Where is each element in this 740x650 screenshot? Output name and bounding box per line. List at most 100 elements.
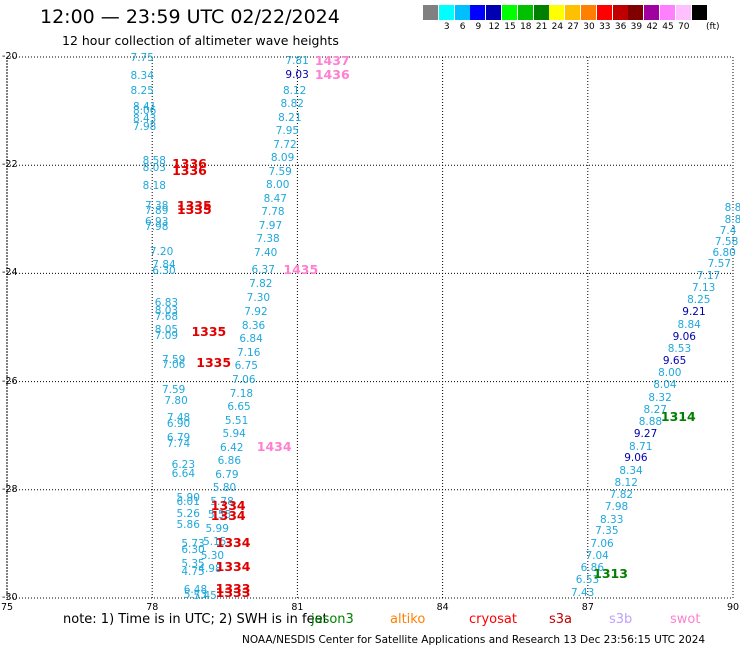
lat-tick-label: -26 <box>2 375 18 387</box>
color-swatch <box>502 5 517 20</box>
wave-height-value: 7.72 <box>273 138 297 151</box>
color-swatch <box>660 5 675 20</box>
wave-height-value: 8.41 <box>132 100 157 113</box>
wave-height-value: 8.04 <box>653 379 677 392</box>
wave-height-value: 7.98 <box>132 121 157 134</box>
wave-height-value: 5.55 <box>207 509 232 522</box>
wave-height-value: 7.43 <box>570 586 595 599</box>
wave-height-value: 5.73 <box>181 537 205 550</box>
wave-height-value: 7.98 <box>145 221 169 234</box>
wave-height-value: 7.82 <box>609 489 634 502</box>
wave-height-value: 4.98 <box>198 563 222 576</box>
wave-height-value: 7.20 <box>149 245 174 258</box>
pass-number-label: 1335 <box>196 354 232 370</box>
lon-tick-label: 78 <box>146 602 159 613</box>
wave-height-value: 7.59 <box>268 165 292 178</box>
wave-height-value: 7.92 <box>244 306 268 319</box>
color-scale-label: 12 <box>488 22 500 32</box>
color-scale-label: 70 <box>678 22 690 32</box>
wave-height-value: 7.06 <box>590 537 614 550</box>
wave-height-value: 8.71 <box>629 440 653 453</box>
color-scale-label: 15 <box>504 22 516 32</box>
pass-number-label: 1335 <box>176 202 212 218</box>
color-swatch <box>565 5 581 20</box>
wave-height-value: 7.04 <box>585 549 609 562</box>
wave-height-value: 7.98 <box>604 501 629 514</box>
wave-height-value: 8.8 <box>724 202 740 215</box>
color-scale-label: 6 <box>459 22 466 32</box>
lon-tick-label: 81 <box>291 602 304 613</box>
wave-height-value: 8.82 <box>280 98 304 111</box>
wave-height-value: 6.90 <box>166 417 191 430</box>
pass-number-label: 1436 <box>314 66 350 82</box>
color-scale-label: 36 <box>614 22 627 32</box>
wave-height-value: 7.16 <box>237 346 261 359</box>
wave-height-value: 8.03 <box>142 161 166 174</box>
wave-height-value: 6.30 <box>152 264 176 277</box>
wave-height-value: 8.53 <box>667 343 692 356</box>
pass-number-label: 1333 <box>215 584 251 600</box>
color-swatch <box>423 5 438 20</box>
wave-height-value: 9.27 <box>633 428 658 441</box>
pass-number-label: 1335 <box>191 323 227 339</box>
color-swatch <box>438 5 454 20</box>
wave-height-value: 8.36 <box>241 319 266 332</box>
wave-height-value: 7.97 <box>258 219 283 232</box>
wave-height-value: 8.34 <box>619 464 643 477</box>
wave-height-value: 8.34 <box>130 69 154 82</box>
mission-jason3: jason3 <box>311 612 354 627</box>
wave-height-value: 7.75 <box>130 52 154 65</box>
wave-height-value: 9.03 <box>285 68 309 81</box>
wave-height-value: 5.73 <box>183 589 208 602</box>
wave-height-value: 7.57 <box>707 257 732 270</box>
wave-height-value: 8.00 <box>266 179 290 192</box>
pass-number-label: 1336 <box>172 162 207 178</box>
wave-height-value: 7.82 <box>249 278 273 291</box>
wave-height-value: 5.99 <box>205 522 229 535</box>
wave-height-value: 8.18 <box>142 179 166 192</box>
wave-height-value: 8.47 <box>263 192 287 205</box>
pass-number-label: 1313 <box>593 565 628 581</box>
color-scale-label: 30 <box>583 22 595 32</box>
wave-height-value: 7.17 <box>696 270 721 283</box>
color-swatch <box>470 5 486 20</box>
wave-height-value: 6.75 <box>234 360 258 373</box>
pass-number-label: 1314 <box>660 408 696 424</box>
wave-height-value: 7.80 <box>164 394 188 407</box>
color-swatch <box>628 5 644 20</box>
wave-height-value: 7.38 <box>145 199 169 212</box>
wave-height-value: 7.4 <box>719 225 737 238</box>
wave-height-value: 7.35 <box>595 525 619 538</box>
color-swatch <box>533 5 549 20</box>
lat-tick-label: -30 <box>2 592 18 603</box>
color-swatch <box>581 5 596 20</box>
wave-height-value: 8.8 <box>724 214 740 227</box>
wave-height-value: 5.45 <box>193 590 217 603</box>
lon-tick-label: 75 <box>1 602 14 613</box>
wave-height-value: 7.13 <box>691 282 716 294</box>
wave-height-value: 8.25 <box>130 84 154 97</box>
wave-height-value: 8.00 <box>658 367 682 380</box>
wave-height-value: 6.64 <box>171 467 196 480</box>
wave-height-value: 9.21 <box>682 306 706 319</box>
lat-tick-label: -28 <box>2 483 18 495</box>
wave-height-value: 6.48 <box>183 583 208 596</box>
wave-height-value: 5.26 <box>176 508 200 521</box>
pass-number-label: 1435 <box>283 261 319 277</box>
pass-number-label: 1334 <box>215 534 251 550</box>
wave-height-value: 6.01 <box>176 496 200 509</box>
wave-height-value: 6.23 <box>171 459 196 472</box>
wave-height-value: 7.81 <box>285 54 309 67</box>
wave-height-value: 7.89 <box>145 205 169 218</box>
wave-height-value: 9.06 <box>624 452 648 465</box>
color-scale-label: 9 <box>475 22 482 32</box>
wave-height-value: 7.59 <box>161 383 186 396</box>
wave-height-value: 8.58 <box>142 154 166 167</box>
wave-height-value: 8.84 <box>677 318 701 331</box>
wave-height-value: 6.84 <box>239 333 263 346</box>
wave-height-value: 5.35 <box>181 558 205 571</box>
wave-height-value: 5.51 <box>224 414 249 427</box>
wave-height-value: 6.79 <box>215 468 239 481</box>
color-scale-unit: (ft) <box>706 22 720 32</box>
